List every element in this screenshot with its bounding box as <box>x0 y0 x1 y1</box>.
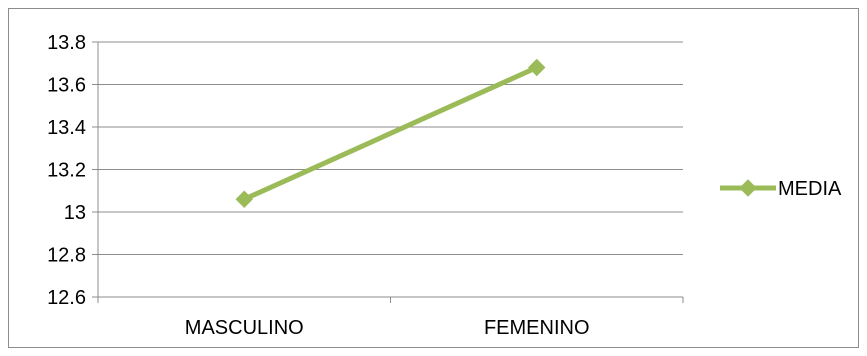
legend-marker <box>739 179 757 197</box>
data-point-marker <box>235 190 253 208</box>
series-line-media <box>241 65 540 202</box>
y-axis-tick-labels: 12.6 12.8 13 13.2 13.4 13.6 13.8 <box>47 32 86 309</box>
legend: MEDIA <box>720 178 842 200</box>
y-tick-label: 12.8 <box>47 245 86 267</box>
data-point-marker <box>528 58 546 77</box>
y-tick-label: 13.8 <box>47 32 86 54</box>
y-tick-label: 13.4 <box>47 117 86 139</box>
y-tick-label: 12.6 <box>47 287 86 309</box>
series-group <box>235 58 546 208</box>
x-category-label: MASCULINO <box>185 317 304 339</box>
legend-label: MEDIA <box>778 178 842 200</box>
y-tick-label: 13 <box>64 202 86 224</box>
chart-area-border <box>8 8 859 348</box>
gridlines <box>98 41 683 255</box>
y-tick-label: 13.6 <box>47 75 86 97</box>
axes <box>92 41 684 303</box>
x-axis-category-labels: MASCULINO FEMENINO <box>185 317 590 339</box>
y-tick-label: 13.2 <box>47 160 86 182</box>
x-category-label: FEMENINO <box>484 317 590 339</box>
